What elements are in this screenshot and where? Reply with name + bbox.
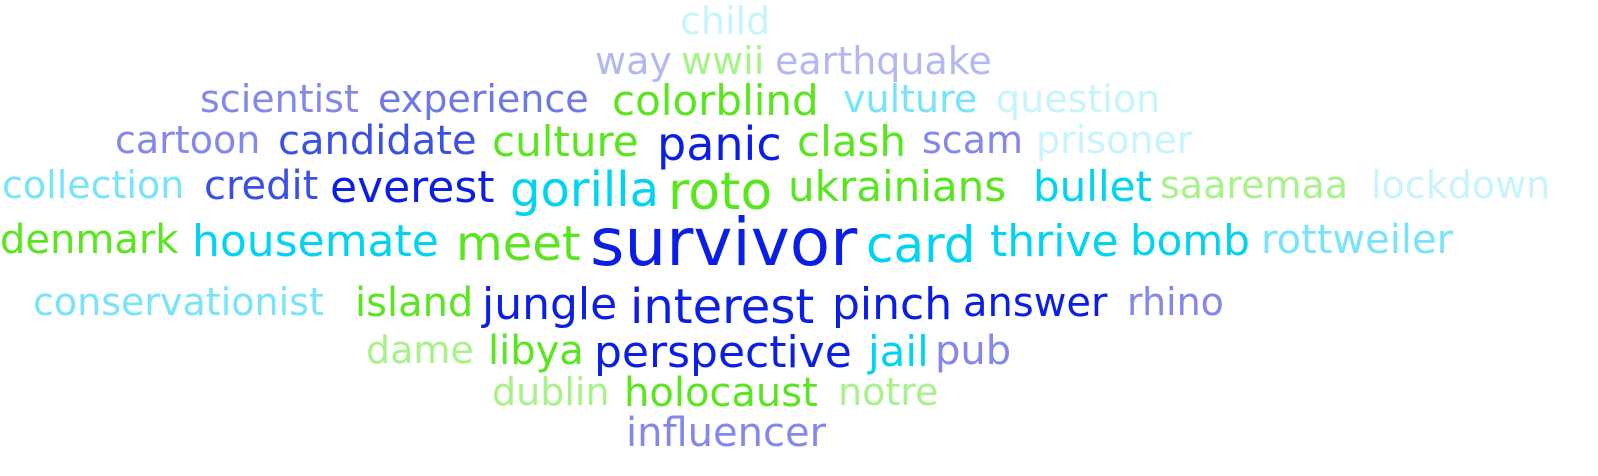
word-card: card [866, 216, 976, 274]
word-credit: credit [204, 163, 319, 209]
word-holocaust: holocaust [624, 370, 818, 416]
word-jail: jail [868, 327, 929, 376]
word-pinch: pinch [832, 279, 953, 330]
word-pub: pub [935, 328, 1012, 374]
word-denmark: denmark [0, 217, 179, 263]
word-scientist: scientist [200, 77, 359, 121]
word-panic: panic [657, 117, 782, 171]
word-earthquake: earthquake [775, 39, 992, 83]
word-colorblind: colorblind [612, 76, 819, 125]
word-wwii: wwii [681, 39, 765, 83]
word-bomb: bomb [1130, 216, 1250, 265]
word-roto: roto [668, 162, 773, 222]
word-child: child [680, 0, 771, 43]
word-rhino: rhino [1127, 280, 1224, 324]
word-answer: answer [963, 280, 1108, 326]
word-libya: libya [488, 328, 584, 374]
word-rottweiler: rottweiler [1261, 217, 1454, 263]
word-dublin: dublin [492, 370, 610, 414]
word-culture: culture [492, 117, 639, 166]
word-island: island [355, 280, 474, 326]
word-conservationist: conservationist [33, 280, 324, 324]
word-survivor: survivor [590, 204, 858, 281]
word-collection: collection [2, 163, 185, 207]
word-thrive: thrive [990, 216, 1119, 267]
word-lockdown: lockdown [1371, 163, 1551, 207]
word-candidate: candidate [278, 118, 477, 164]
word-clash: clash [797, 117, 906, 166]
word-scam: scam [922, 118, 1023, 162]
word-meet: meet [456, 216, 581, 272]
word-experience: experience [378, 77, 589, 121]
word-influencer: influencer [626, 410, 827, 456]
word-housemate: housemate [192, 216, 439, 267]
word-everest: everest [330, 162, 495, 213]
word-prisoner: prisoner [1036, 118, 1193, 162]
word-bullet: bullet [1033, 162, 1152, 211]
word-perspective: perspective [594, 327, 852, 378]
word-question: question [996, 77, 1161, 121]
word-saaremaa: saaremaa [1160, 163, 1349, 207]
word-ukrainians: ukrainians [788, 162, 1007, 211]
word-gorilla: gorilla [510, 162, 659, 218]
word-vulture: vulture [843, 77, 978, 121]
word-interest: interest [630, 279, 815, 335]
word-cartoon: cartoon [115, 118, 261, 162]
word-notre: notre [838, 370, 939, 414]
word-way: way [595, 39, 672, 83]
word-dame: dame [366, 328, 474, 372]
word-jungle: jungle [482, 279, 618, 330]
